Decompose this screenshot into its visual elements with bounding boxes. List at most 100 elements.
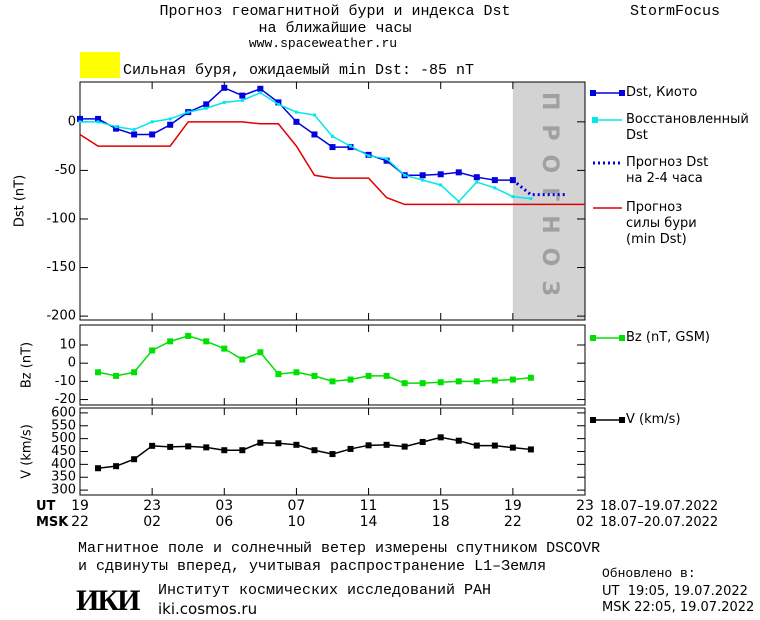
- y-tick-label: 400: [51, 457, 76, 472]
- series-marker: [167, 338, 174, 345]
- series-marker: [365, 372, 372, 379]
- series-marker: [527, 374, 534, 381]
- series-marker: [419, 172, 426, 179]
- series-marker: [437, 379, 444, 386]
- series-marker: [95, 115, 102, 122]
- series-marker: [365, 442, 372, 449]
- series-marker: [491, 177, 498, 184]
- series-marker: [349, 144, 353, 148]
- series-marker: [455, 169, 462, 176]
- y-tick-label: -200: [46, 309, 76, 324]
- series-marker: [114, 125, 118, 129]
- series-marker: [385, 157, 389, 161]
- updated-msk: MSK 22:05, 19.07.2022: [602, 600, 755, 615]
- msk-tick-label: 22: [503, 514, 522, 530]
- series-marker: [113, 463, 120, 470]
- msk-range: 18.07–20.07.2022: [600, 515, 719, 530]
- url: www.spaceweather.ru: [248, 36, 398, 51]
- legend-label: Восстановленный Dst: [626, 112, 749, 143]
- series-marker: [527, 446, 534, 453]
- series-line: [79, 121, 585, 206]
- series-marker: [312, 113, 316, 117]
- series-marker: [203, 338, 210, 345]
- series-marker: [311, 131, 318, 138]
- msk-label: MSK: [36, 515, 69, 530]
- y-tick-label: 600: [51, 405, 76, 420]
- series-marker: [437, 434, 444, 441]
- series-marker: [311, 372, 318, 379]
- series-marker: [150, 120, 154, 124]
- legend-label: Bz (nT, GSM): [626, 330, 711, 345]
- series-marker: [439, 183, 443, 187]
- y-axis-label: V (km/s): [20, 424, 35, 479]
- y-tick-label: 300: [51, 483, 76, 498]
- legend-label: Прогноз Dst на 2-4 часа: [626, 155, 709, 186]
- series-marker: [437, 171, 444, 178]
- series-marker: [293, 369, 300, 376]
- series-marker: [149, 347, 156, 354]
- series-marker: [455, 437, 462, 444]
- series-marker: [401, 443, 408, 450]
- series-marker: [276, 102, 280, 106]
- series-marker: [419, 438, 426, 445]
- series-marker: [113, 125, 120, 132]
- y-tick-label: 10: [59, 338, 76, 353]
- plot-frame: [79, 81, 586, 321]
- y-tick-label: -10: [55, 374, 76, 389]
- series-marker: [77, 115, 83, 122]
- y-tick-label: 500: [51, 431, 76, 446]
- series-marker: [509, 444, 516, 451]
- y-axis-label: Dst (nT): [13, 175, 28, 227]
- y-tick-label: -50: [55, 163, 76, 178]
- legend-label: V (km/s): [626, 412, 681, 427]
- y-tick-label: 0: [68, 356, 76, 371]
- y-tick-label: 550: [51, 418, 76, 433]
- ut-tick-label: 07: [287, 498, 306, 514]
- series-marker: [311, 447, 318, 454]
- series-marker: [239, 92, 246, 99]
- legend-marker: [619, 90, 625, 96]
- series-marker: [383, 157, 390, 164]
- subtitle: на ближайшие часы: [258, 20, 412, 37]
- series-marker: [131, 369, 138, 376]
- msk-tick-label: 14: [359, 514, 378, 530]
- institute: Институт космических исследований РАН: [158, 582, 492, 599]
- msk-tick-label: 18: [431, 514, 450, 530]
- series-marker: [421, 178, 425, 182]
- series-marker: [203, 444, 210, 451]
- series-marker: [167, 121, 174, 128]
- y-tick-label: -100: [46, 211, 76, 226]
- series-marker: [221, 345, 228, 352]
- msk-tick-label: 06: [215, 514, 234, 530]
- series-marker: [113, 372, 120, 379]
- msk-tick-label: 02: [143, 514, 162, 530]
- series-marker: [473, 174, 480, 181]
- series-line: [80, 86, 513, 181]
- y-axis-label: Bz (nT): [20, 342, 35, 388]
- legend-marker: [619, 335, 625, 341]
- series-marker: [258, 91, 262, 95]
- series-marker: [185, 332, 192, 339]
- series-marker: [185, 443, 192, 450]
- series-marker: [257, 349, 264, 356]
- series-marker: [239, 356, 246, 363]
- series-marker: [367, 154, 371, 158]
- series-marker: [401, 380, 408, 387]
- series-line: [80, 91, 531, 203]
- series-marker: [78, 120, 82, 124]
- series-marker: [509, 376, 516, 383]
- ut-tick-label: 23: [143, 498, 162, 514]
- series-marker: [240, 98, 244, 102]
- ut-tick-label: 03: [215, 498, 234, 514]
- ut-range: 18.07–19.07.2022: [600, 499, 719, 514]
- series-marker: [275, 440, 282, 447]
- series-marker: [131, 456, 138, 463]
- logo: ИКИ: [76, 584, 140, 617]
- series-marker: [294, 110, 298, 114]
- series-marker: [96, 120, 100, 124]
- series-marker: [167, 443, 174, 450]
- series-marker: [149, 442, 156, 449]
- series-marker: [239, 447, 246, 454]
- series-marker: [221, 84, 228, 91]
